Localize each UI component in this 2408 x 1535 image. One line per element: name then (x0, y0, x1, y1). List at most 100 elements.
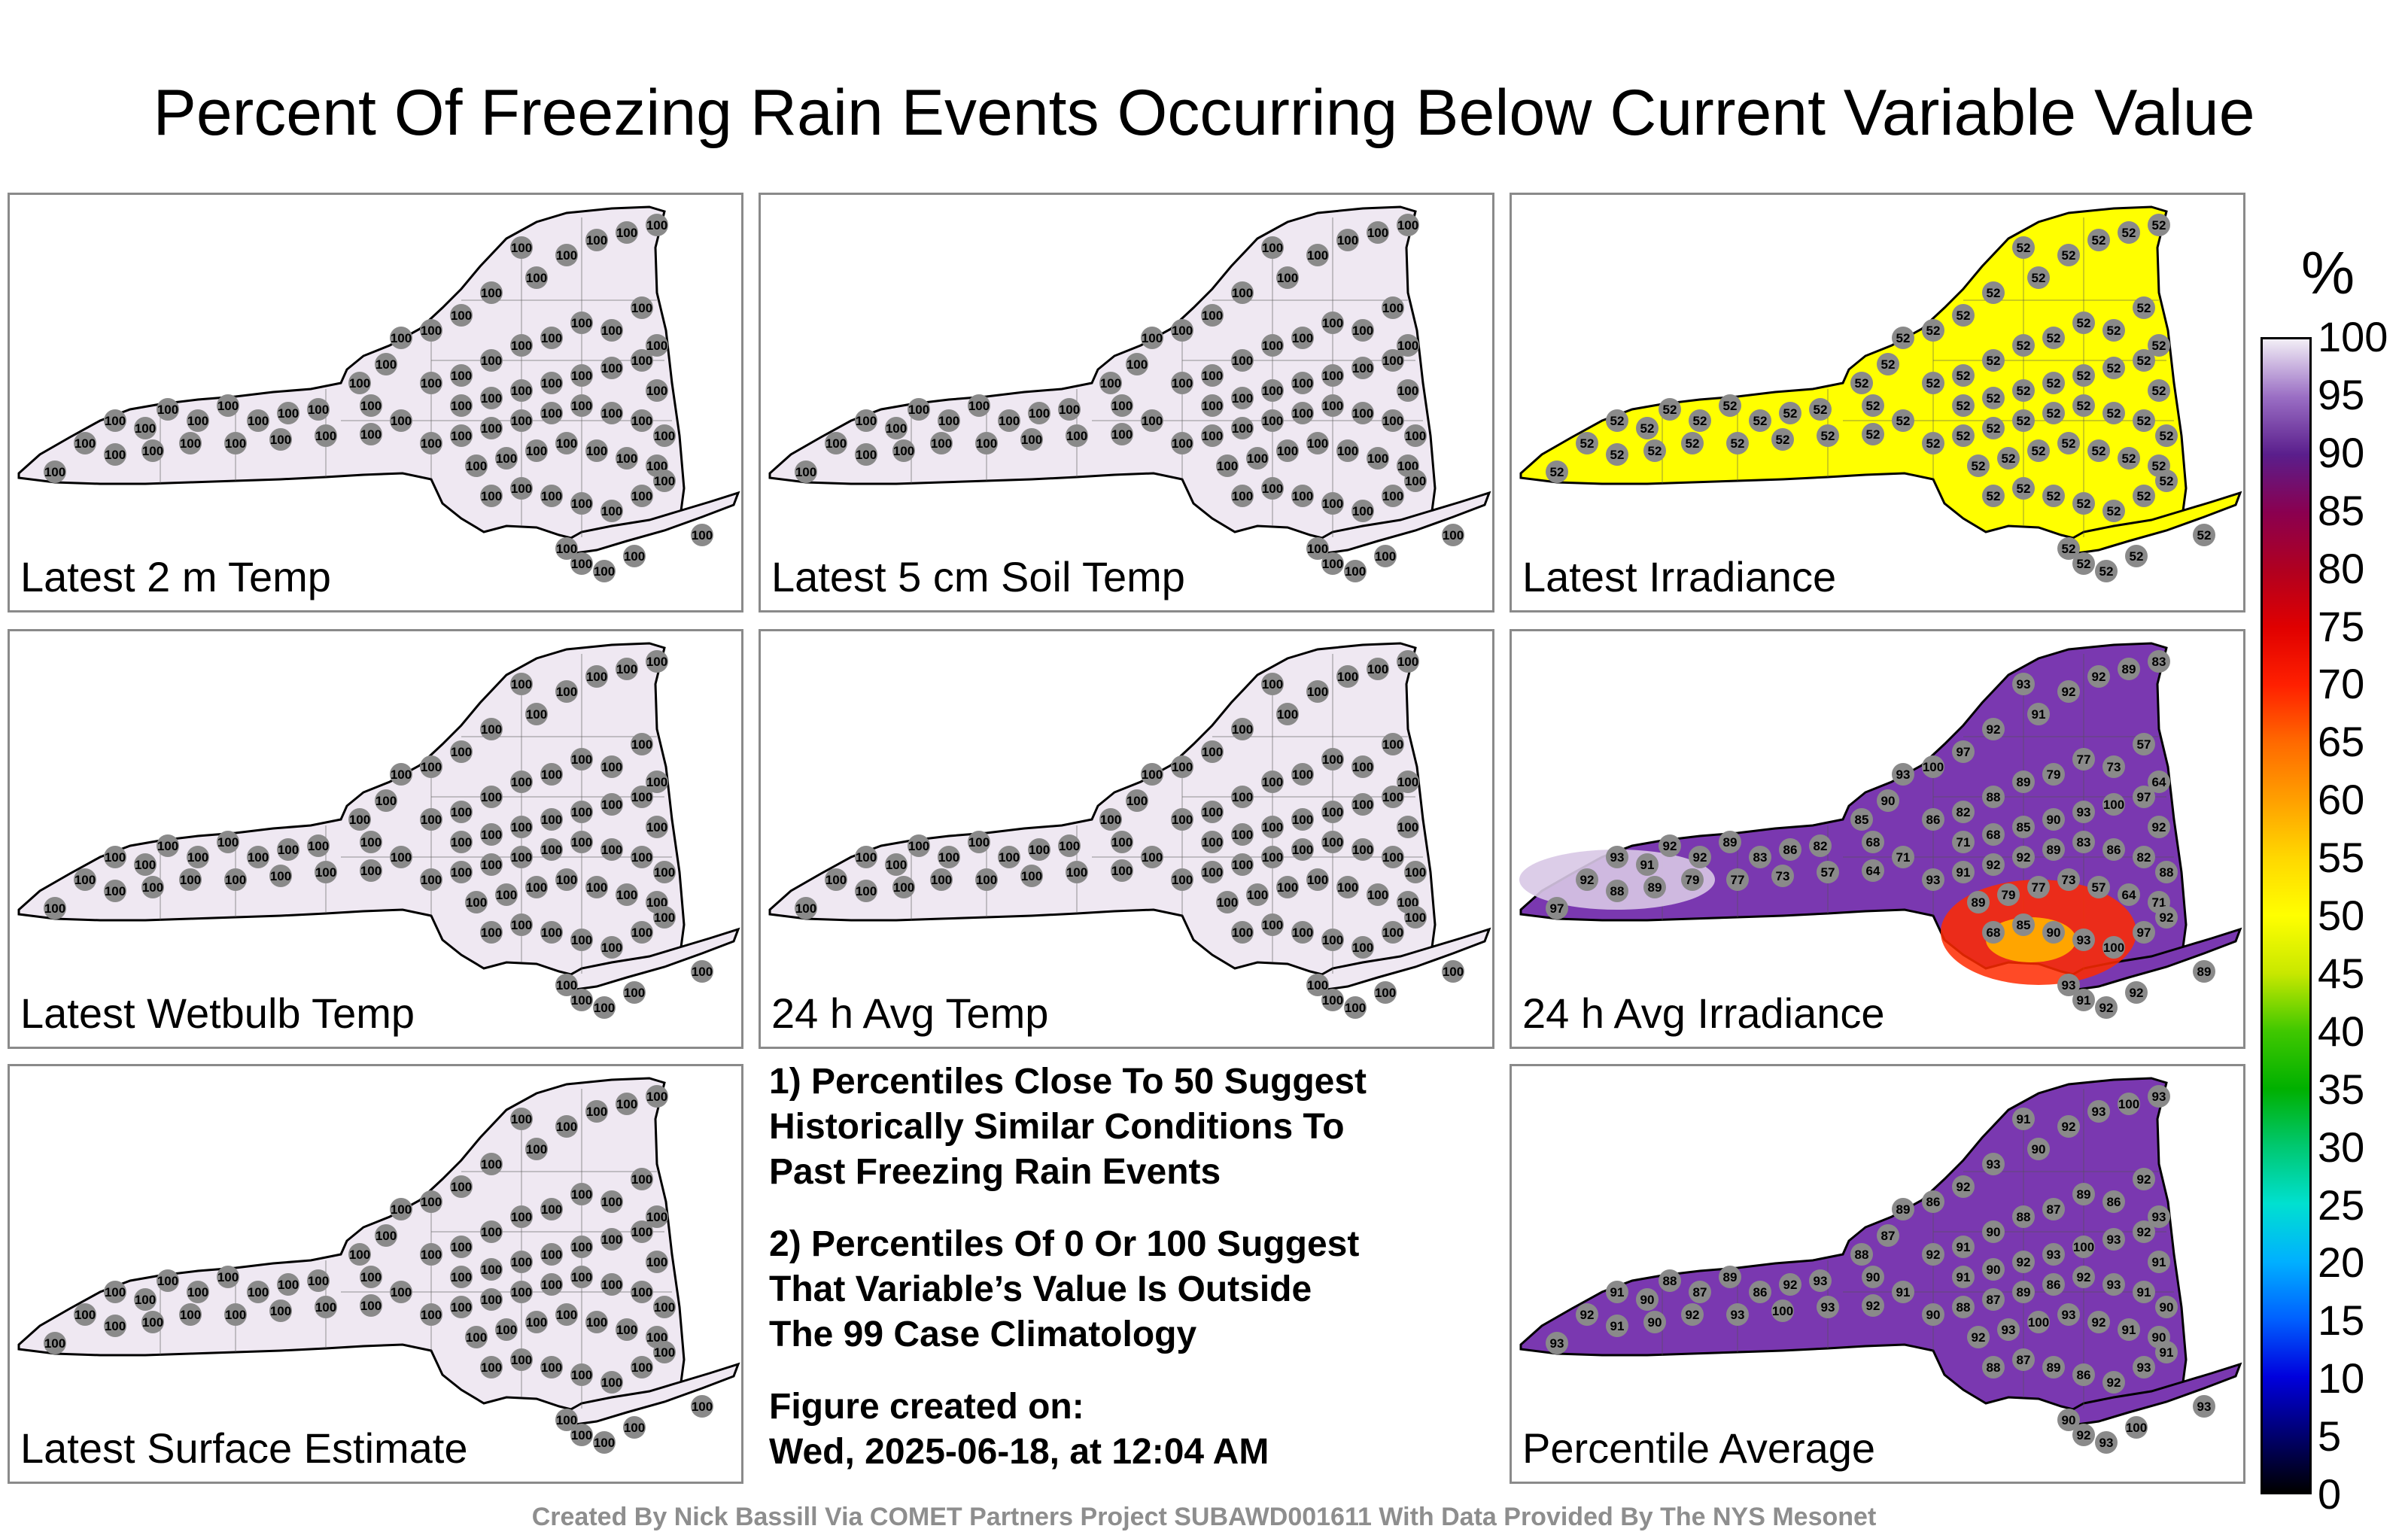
station-dot (2133, 296, 2155, 319)
station-value: 52 (1580, 436, 1595, 451)
station-value: 52 (1776, 433, 1790, 447)
station-dot (600, 1371, 623, 1394)
station-dot (555, 1115, 578, 1138)
station-dot (510, 1281, 533, 1303)
station-value: 100 (646, 655, 667, 669)
station-dot (2012, 236, 2035, 259)
station-dot (600, 1228, 623, 1251)
station-dot (631, 409, 653, 432)
station-value: 52 (2047, 489, 2061, 503)
station-dot (1246, 883, 1269, 906)
station-dot (1231, 417, 1254, 439)
station-value: 93 (2107, 1233, 2121, 1247)
station-dot (179, 1303, 202, 1326)
station-dot (885, 853, 908, 876)
station-value: 52 (2160, 474, 2174, 488)
station-value: 91 (2122, 1323, 2136, 1337)
station-value: 92 (2160, 910, 2174, 925)
station-dot (1397, 816, 1419, 838)
station-value: 100 (360, 427, 382, 442)
station-dot (2102, 936, 2125, 959)
station-value: 100 (692, 528, 713, 543)
station-value: 100 (631, 926, 652, 940)
station-value: 100 (1232, 722, 1253, 737)
station-dot (623, 545, 646, 567)
station-dot (390, 327, 412, 349)
colorbar-tick-label: 80 (2318, 544, 2365, 592)
station-value: 93 (1821, 1300, 1835, 1315)
station-dot (2125, 545, 2148, 567)
station-value: 100 (541, 813, 562, 827)
station-value: 92 (1987, 722, 2001, 737)
station-dot (646, 1251, 668, 1273)
colorbar-tick-label: 15 (2318, 1296, 2365, 1345)
station-dot (2148, 816, 2170, 838)
station-value: 92 (2152, 820, 2166, 834)
station-dot (360, 1266, 382, 1288)
station-dot (525, 1138, 548, 1160)
station-value: 100 (180, 873, 201, 887)
station-value: 93 (2062, 978, 2076, 992)
station-value: 100 (1172, 813, 1193, 827)
station-dot (44, 1332, 66, 1354)
station-dot (1862, 394, 1884, 417)
station-value: 100 (1375, 549, 1396, 564)
station-value: 100 (391, 414, 412, 428)
station-value: 100 (541, 1248, 562, 1262)
station-dot (1351, 755, 1374, 778)
station-value: 64 (2152, 775, 2166, 789)
station-value: 100 (541, 843, 562, 857)
station-value: 100 (1262, 677, 1283, 692)
station-dot (1749, 846, 1771, 868)
station-dot (480, 281, 503, 304)
station-dot (224, 1303, 247, 1326)
station-value: 100 (1217, 895, 1238, 910)
station-dot (2133, 733, 2155, 755)
station-value: 100 (601, 406, 622, 421)
station-value: 100 (360, 1299, 382, 1313)
station-dot (631, 733, 653, 755)
station-value: 100 (481, 1157, 502, 1172)
station-value: 100 (1021, 869, 1042, 883)
station-dot (307, 834, 330, 857)
station-value: 100 (375, 357, 397, 372)
station-value: 100 (481, 391, 502, 406)
station-value: 100 (654, 474, 675, 488)
station-dot (1351, 838, 1374, 861)
station-dot (2087, 665, 2110, 688)
station-value: 92 (2017, 1255, 2031, 1269)
station-value: 100 (105, 1285, 126, 1299)
station-value: 100 (1405, 865, 1426, 880)
state-outline (17, 642, 686, 980)
station-dot (1779, 402, 1801, 424)
station-dot (1231, 387, 1254, 409)
station-value: 87 (1881, 1229, 1896, 1243)
station-dot (1321, 929, 1344, 951)
station-value: 100 (1142, 850, 1163, 865)
station-dot (968, 394, 990, 417)
station-value: 100 (1111, 399, 1133, 413)
station-value: 100 (511, 918, 532, 932)
station-dot (1952, 831, 1975, 853)
station-dot (1336, 876, 1359, 898)
station-dot (269, 1299, 292, 1322)
station-dot (540, 808, 563, 831)
station-dot (2027, 439, 2050, 462)
station-value: 100 (526, 707, 547, 722)
station-dot (390, 1198, 412, 1220)
station-dot (570, 801, 593, 823)
station-value: 100 (308, 403, 329, 417)
station-dot (44, 897, 66, 919)
station-dot (1636, 853, 1659, 876)
station-value: 100 (556, 1120, 577, 1134)
station-value: 100 (451, 805, 472, 819)
station-value: 100 (2103, 798, 2124, 812)
station-dot (2042, 808, 2065, 831)
station-value: 90 (2047, 926, 2061, 940)
station-dot (570, 929, 593, 951)
station-dot (179, 432, 202, 454)
station-value: 57 (2092, 880, 2106, 895)
station-dot (1382, 921, 1404, 944)
station-value: 52 (2077, 369, 2091, 383)
colorbar (2261, 337, 2312, 1494)
